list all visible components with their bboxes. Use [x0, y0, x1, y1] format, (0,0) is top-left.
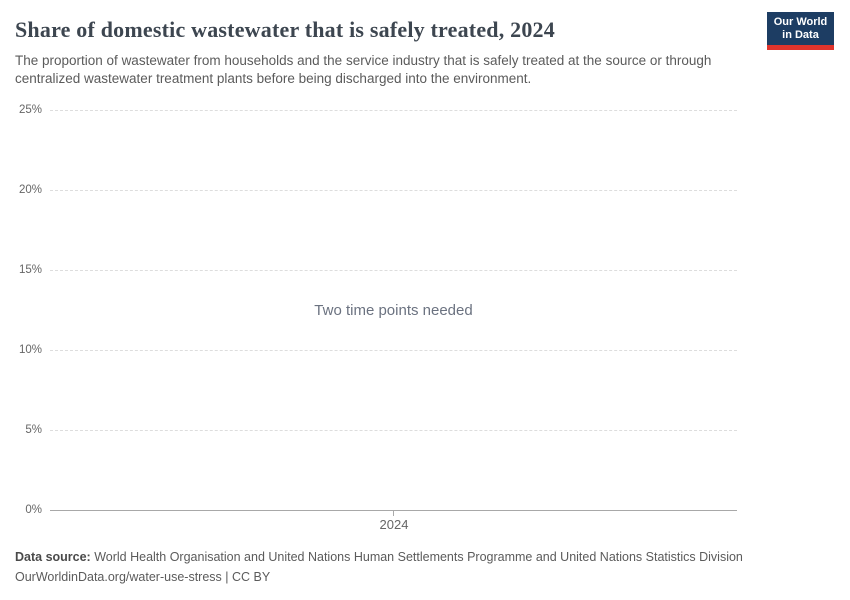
y-tick-label-5: 5%: [25, 424, 42, 436]
y-tick-label-25: 25%: [18, 104, 42, 116]
license-text: CC BY: [231, 570, 271, 584]
data-source-line: Data source: World Health Organisation a…: [15, 547, 815, 567]
owid-logo-line2: in Data: [782, 29, 819, 41]
y-tick-label-20: 20%: [18, 184, 42, 196]
gridline-10: [50, 350, 737, 351]
gridline-25: [50, 110, 737, 111]
x-axis-baseline: [50, 510, 737, 511]
license-line: OurWorldinData.org/water-use-stress | CC…: [15, 567, 815, 587]
chart-subtitle: The proportion of wastewater from househ…: [15, 53, 712, 87]
y-tick-label-0: 0%: [25, 504, 42, 516]
chart-footer: Data source: World Health Organisation a…: [15, 547, 815, 587]
gridline-5: [50, 430, 737, 431]
license-separator: |: [221, 570, 232, 584]
x-tick-label-2024: 2024: [379, 517, 409, 532]
x-tick-mark: [393, 511, 394, 516]
data-source-text: World Health Organisation and United Nat…: [90, 550, 743, 564]
data-source-label: Data source:: [15, 550, 91, 564]
y-tick-label-15: 15%: [18, 264, 42, 276]
y-tick-label-10: 10%: [18, 344, 42, 356]
chart-empty-message: Two time points needed: [314, 302, 473, 319]
gridline-20: [50, 190, 737, 191]
page-title: Share of domestic wastewater that is saf…: [15, 17, 555, 42]
owid-logo: Our World in Data: [767, 12, 834, 50]
owid-logo-line1: Our World: [773, 16, 828, 28]
dataset-link[interactable]: OurWorldinData.org/water-use-stress: [15, 570, 222, 584]
gridline-15: [50, 270, 737, 271]
